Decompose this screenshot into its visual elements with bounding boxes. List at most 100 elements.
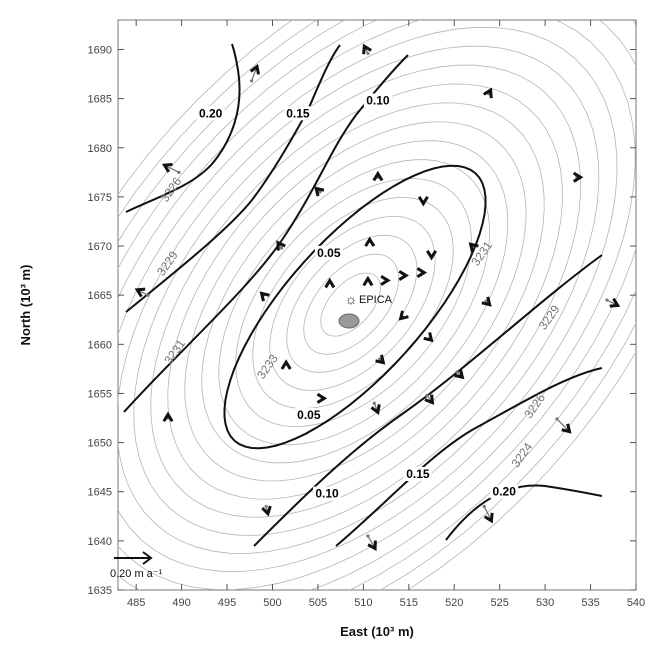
velocity-contour-020-upper [125,43,241,213]
velocity-arrow-4 [372,170,384,182]
contour-layer [118,20,636,590]
velocity-arrow-32 [482,504,494,524]
velocity-contour-020-lower [445,484,603,541]
velocity-contour-label-4: 0.05 [297,408,321,422]
x-tick-label-8: 525 [491,597,509,609]
velocity-arrow-0 [362,43,372,56]
velocity-contour-010-lower [253,254,603,547]
velocity-arrow-26 [316,392,328,404]
x-tick-label-7: 520 [445,597,463,609]
velocity-arrow-6 [482,87,493,99]
elevation-contour-13 [118,45,600,554]
epica-label: EPICA [359,294,393,306]
x-axis-title: East (10³ m) [340,624,414,639]
velocity-arrow-16 [380,274,391,286]
x-tick-label-0: 485 [127,597,145,609]
velocity-arrow-13 [259,291,270,302]
x-tick-label-4: 505 [309,597,327,609]
elevation-contour-14 [118,26,618,572]
velocity-arrow-3 [314,186,325,197]
elevation-contour-10 [167,102,545,500]
velocity-arrow-18 [416,267,428,279]
y-tick-label-7: 1670 [88,241,112,253]
velocity-arrow-2 [161,162,181,174]
x-tick-label-1: 490 [172,597,190,609]
y-axis-title: North (10³ m) [18,265,33,346]
x-tick-label-10: 535 [581,597,599,609]
elevation-contour-11 [150,83,563,518]
velocity-arrow-17 [398,270,409,281]
velocity-label-bg-1 [283,106,312,121]
y-tick-label-0: 1635 [88,585,112,597]
velocity-arrow-33 [366,534,377,552]
axis-tick-layer: 485 490 495 500 505 510 515 520 525 530 535 540 1635… [88,20,645,609]
velocity-contour-label-2: 0.10 [366,94,390,108]
y-tick-label-8: 1675 [88,192,112,204]
y-tick-label-6: 1665 [88,290,112,302]
x-tick-label-11: 540 [627,597,645,609]
velocity-contour-015-lower [335,367,603,547]
velocity-label-bg-3 [314,245,343,260]
y-tick-label-11: 1690 [88,44,112,56]
x-tick-label-9: 530 [536,597,554,609]
velocity-arrow-23 [280,359,292,370]
y-tick-label-10: 1685 [88,94,112,106]
velocity-arrow-12 [134,287,150,298]
velocity-arrow-8 [276,240,286,251]
velocity-arrow-7 [572,171,584,183]
y-tick-label-9: 1680 [88,143,112,155]
epica-drill-area [338,313,360,329]
velocity-contour-015-upper [125,44,341,313]
velocity-arrow-30 [555,417,572,434]
velocity-label-bg-6 [403,466,432,481]
velocity-arrow-11 [468,242,479,253]
scale-arrow-label: 0.20 m a⁻¹ [110,568,163,580]
elevation-contour-15 [118,20,636,590]
velocity-arrow-9 [364,236,376,247]
x-tick-label-2: 495 [218,597,236,609]
elevation-contour-16 [118,20,636,590]
elevation-contour-2 [303,253,399,355]
velocity-label-bg-2 [363,93,392,108]
y-tick-label-4: 1655 [88,388,112,400]
velocity-contour-label-5: 0.10 [315,487,339,501]
velocity-arrow-25 [454,369,465,380]
elevation-contour-1 [320,272,381,337]
elevation-contour-9 [184,121,527,482]
elevation-contour-4 [269,216,436,391]
scale-arrow-head [142,551,153,565]
elevation-contour-6 [235,178,472,427]
velocity-arrow-24 [375,354,386,365]
velocity-arrow-21 [481,296,492,307]
velocity-arrow-31 [261,504,272,517]
velocity-contour-label-0: 0.20 [199,106,223,120]
elevation-contour-3 [286,234,418,373]
velocity-arrow-5 [417,196,429,207]
velocity-arrow-29 [162,411,174,423]
elevation-contour-8 [201,140,509,464]
scale-arrow-group: 0.20 m a⁻¹ [110,551,163,580]
y-tick-label-2: 1645 [88,487,112,499]
velocity-contour-label-7: 0.20 [493,485,517,499]
elevation-contour-7 [218,159,491,446]
y-tick-label-5: 1660 [88,339,112,351]
velocity-contour-label-6: 0.15 [406,467,430,481]
y-tick-label-3: 1650 [88,438,112,450]
site-marker-group: ☼ EPICA [338,291,393,329]
epica-site-icon: ☼ [345,291,358,307]
x-tick-label-3: 500 [263,597,281,609]
elevation-contour-17 [118,20,636,590]
velocity-arrow-14 [324,277,336,289]
velocity-arrow-10 [426,250,437,261]
elevation-contour-5 [252,197,454,409]
velocity-arrow-28 [424,393,435,405]
velocity-arrow-22 [605,297,621,308]
velocity-label-bg-5 [313,486,342,501]
velocity-contour-label-3: 0.05 [317,246,341,260]
velocity-arrow-15 [362,275,374,287]
velocity-contour-010-upper [123,54,409,413]
velocity-arrow-19 [398,310,409,321]
velocity-arrow-layer [134,43,621,552]
velocity-arrow-27 [370,401,381,415]
